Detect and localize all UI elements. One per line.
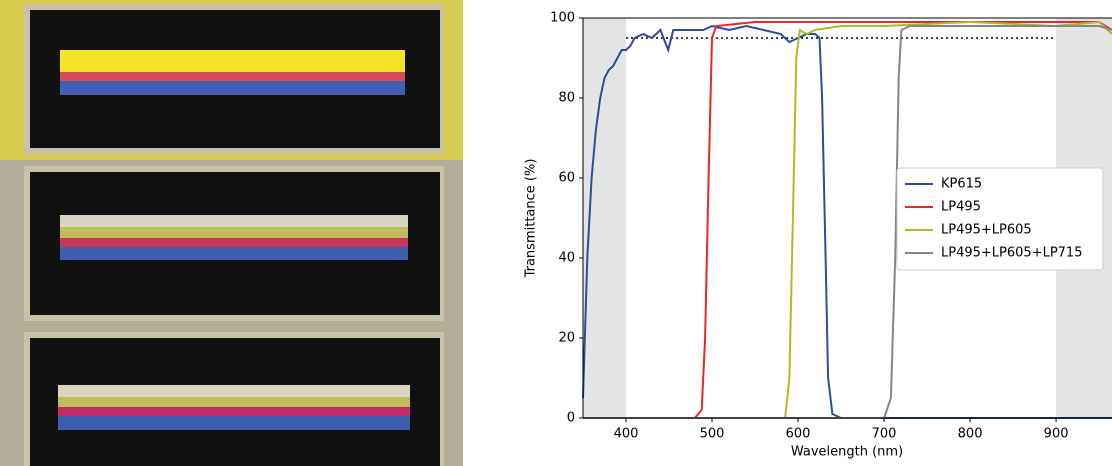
photo — [0, 0, 463, 466]
stripe — [58, 416, 410, 430]
legend-label: LP495+LP605+LP715 — [941, 246, 1082, 261]
series-line — [583, 21, 1112, 419]
x-tick-label: 700 — [872, 427, 897, 442]
series-line — [583, 25, 1112, 419]
x-axis-label: Wavelength (nm) — [791, 445, 903, 460]
y-tick-label: 100 — [550, 11, 575, 26]
stripe — [60, 247, 408, 260]
stripe — [60, 50, 405, 72]
legend-label: KP615 — [941, 177, 982, 192]
stripe — [60, 81, 405, 95]
y-tick-label: 0 — [567, 411, 575, 426]
stripe — [58, 385, 410, 397]
stripe — [60, 238, 408, 247]
legend-label: LP495+LP605 — [941, 223, 1032, 238]
x-tick-label: 500 — [700, 427, 725, 442]
legend-box — [896, 167, 1104, 271]
stripe — [60, 227, 408, 238]
stripe — [60, 72, 405, 81]
y-tick-label: 60 — [558, 171, 575, 186]
y-tick-label: 80 — [558, 91, 575, 106]
series-line — [582, 24, 1112, 419]
y-axis-label: Transmittance (%) — [524, 159, 539, 279]
x-tick-label: 400 — [614, 427, 639, 442]
x-tick-label: 900 — [1044, 427, 1069, 442]
stripe — [60, 215, 408, 227]
stripe — [58, 407, 410, 416]
legend-label: LP495 — [941, 200, 981, 215]
y-tick-label: 20 — [558, 331, 575, 346]
x-tick-label: 800 — [958, 427, 983, 442]
x-tick-label: 600 — [786, 427, 811, 442]
stripe — [58, 397, 410, 407]
chart: 0 20 40 60 80 100 400 500 600 700 800 900 KP615 LP495… — [550, 11, 1112, 442]
y-tick-label: 40 — [558, 251, 575, 266]
